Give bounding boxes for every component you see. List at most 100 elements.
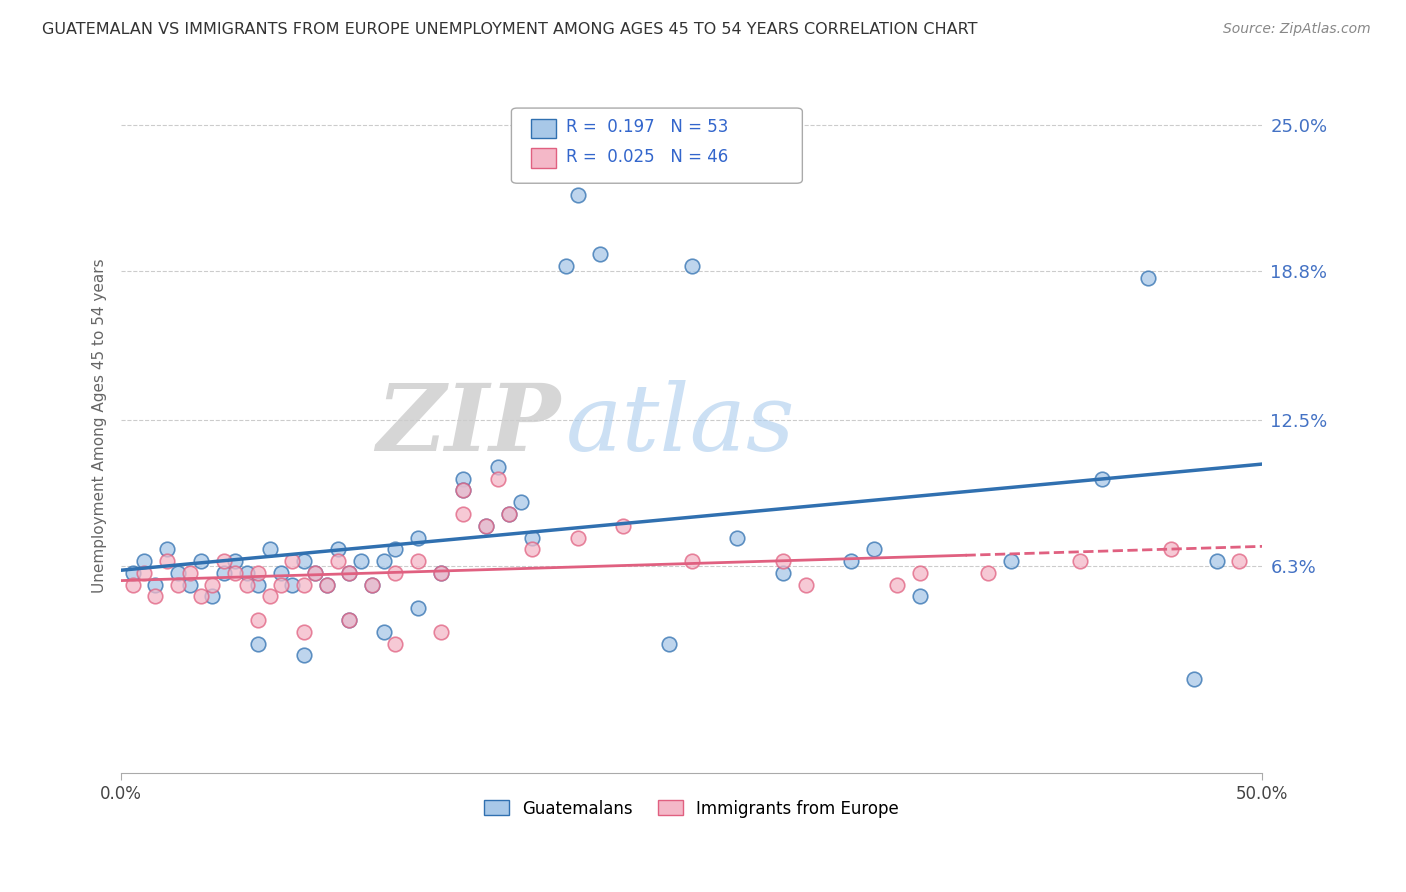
Point xyxy=(509,495,531,509)
Point xyxy=(350,554,373,568)
Point xyxy=(247,613,270,627)
Point xyxy=(224,554,246,568)
Text: atlas: atlas xyxy=(567,380,796,470)
Point xyxy=(429,566,451,580)
Point xyxy=(201,577,224,591)
Point xyxy=(406,531,429,545)
Point xyxy=(292,648,315,663)
Point xyxy=(339,613,361,627)
Point xyxy=(179,577,201,591)
Point xyxy=(224,566,246,580)
Point xyxy=(681,554,703,568)
Point xyxy=(247,566,270,580)
Point xyxy=(373,624,395,639)
Point xyxy=(475,518,498,533)
Point xyxy=(247,577,270,591)
Point xyxy=(841,554,863,568)
Point xyxy=(384,542,406,557)
Point xyxy=(361,577,384,591)
FancyBboxPatch shape xyxy=(531,119,555,138)
Point xyxy=(772,566,794,580)
Point xyxy=(453,483,475,498)
Point xyxy=(259,542,281,557)
Point xyxy=(498,507,520,521)
Point xyxy=(863,542,886,557)
Point xyxy=(567,531,589,545)
Point xyxy=(772,554,794,568)
Point xyxy=(235,577,257,591)
Point xyxy=(406,601,429,615)
Point xyxy=(179,566,201,580)
Point xyxy=(212,566,235,580)
Point xyxy=(145,577,167,591)
Point xyxy=(453,471,475,485)
Point xyxy=(1091,471,1114,485)
Y-axis label: Unemployment Among Ages 45 to 54 years: Unemployment Among Ages 45 to 54 years xyxy=(93,258,107,593)
Point xyxy=(1137,271,1160,285)
Text: GUATEMALAN VS IMMIGRANTS FROM EUROPE UNEMPLOYMENT AMONG AGES 45 TO 54 YEARS CORR: GUATEMALAN VS IMMIGRANTS FROM EUROPE UNE… xyxy=(42,22,977,37)
Point xyxy=(361,577,384,591)
Point xyxy=(190,554,212,568)
Point xyxy=(908,590,931,604)
Point xyxy=(406,554,429,568)
Point xyxy=(121,566,143,580)
Point xyxy=(315,577,337,591)
Point xyxy=(132,566,155,580)
Point xyxy=(292,554,315,568)
Point xyxy=(167,566,190,580)
Point xyxy=(156,542,179,557)
Point xyxy=(281,554,304,568)
Point xyxy=(384,637,406,651)
Point xyxy=(486,459,509,474)
Point xyxy=(498,507,520,521)
Point xyxy=(201,590,224,604)
Point xyxy=(304,566,326,580)
Point xyxy=(520,531,543,545)
Point xyxy=(212,554,235,568)
Point xyxy=(453,483,475,498)
Point xyxy=(475,518,498,533)
Point xyxy=(1182,672,1205,686)
Point xyxy=(567,188,589,202)
Point xyxy=(373,554,395,568)
Point xyxy=(259,590,281,604)
Point xyxy=(908,566,931,580)
Point xyxy=(292,577,315,591)
Point xyxy=(520,542,543,557)
Point xyxy=(429,566,451,580)
Point xyxy=(681,259,703,273)
Point xyxy=(886,577,908,591)
Point xyxy=(339,613,361,627)
Point xyxy=(315,577,337,591)
Point xyxy=(270,577,292,591)
FancyBboxPatch shape xyxy=(512,108,803,183)
Point xyxy=(384,566,406,580)
Point xyxy=(725,531,748,545)
Point xyxy=(1000,554,1022,568)
Point xyxy=(555,259,578,273)
Point xyxy=(453,507,475,521)
Point xyxy=(339,566,361,580)
Point xyxy=(167,577,190,591)
Point xyxy=(794,577,817,591)
Point xyxy=(339,566,361,580)
Point xyxy=(1227,554,1250,568)
Point xyxy=(326,554,349,568)
Legend: Guatemalans, Immigrants from Europe: Guatemalans, Immigrants from Europe xyxy=(478,793,905,824)
Point xyxy=(486,471,509,485)
Point xyxy=(1160,542,1182,557)
Point xyxy=(132,554,155,568)
Point xyxy=(292,624,315,639)
Point xyxy=(304,566,326,580)
Point xyxy=(589,247,612,261)
Point xyxy=(145,590,167,604)
Point xyxy=(247,637,270,651)
FancyBboxPatch shape xyxy=(531,148,555,168)
Point xyxy=(270,566,292,580)
Point xyxy=(281,577,304,591)
Point xyxy=(429,624,451,639)
Point xyxy=(658,637,681,651)
Text: R =  0.197   N = 53: R = 0.197 N = 53 xyxy=(567,118,728,136)
Point xyxy=(156,554,179,568)
Point xyxy=(1069,554,1091,568)
